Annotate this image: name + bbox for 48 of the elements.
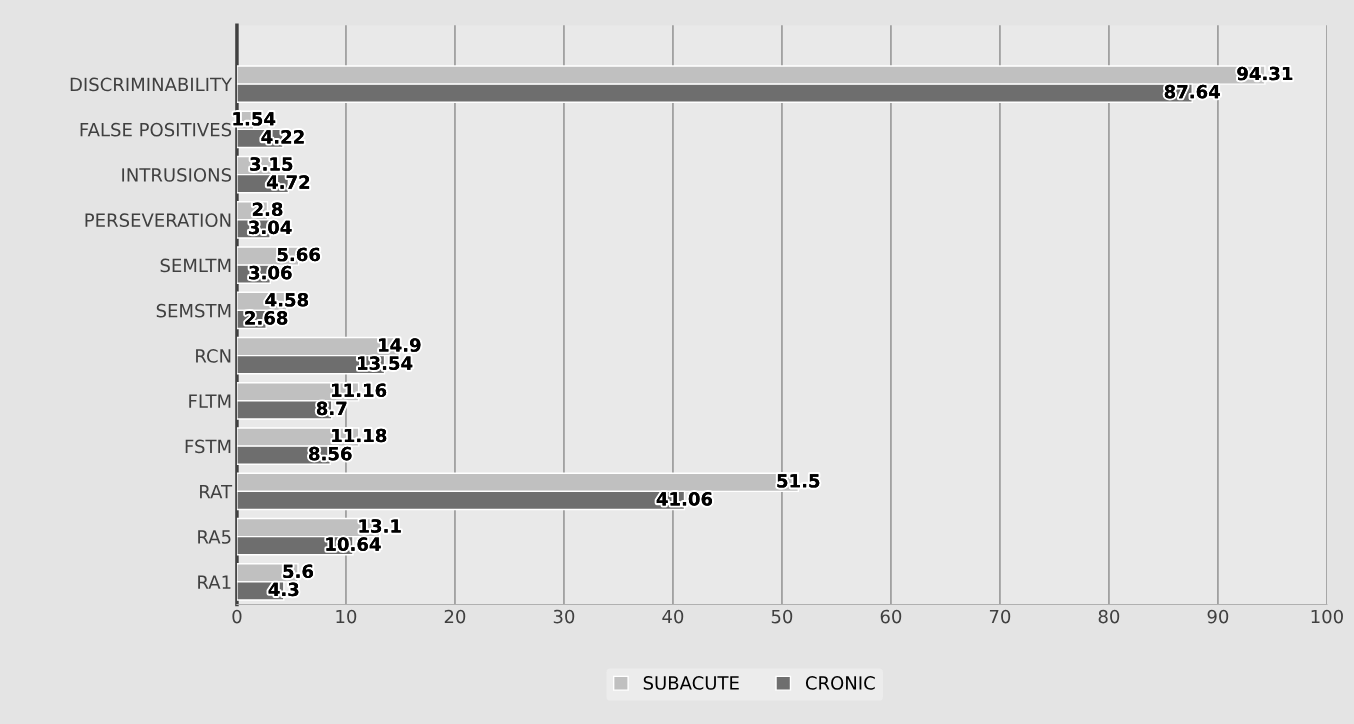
y-tick-label: RCN [196,349,231,363]
data-label: 10.64 [326,537,381,551]
data-label: 11.18 [332,428,387,443]
y-tick-label: SEMSTM [156,303,231,318]
data-label: 51.5 [777,474,820,488]
x-tick-label: 60 [880,609,902,624]
data-label: 8.56 [309,446,352,461]
y-tick-label: DISCRIMINABILITY [70,77,233,92]
data-label: 4.72 [266,175,310,189]
data-label: 4.22 [261,130,304,144]
data-label: 2.68 [245,311,288,325]
x-tick-label: 70 [989,609,1011,624]
x-tick-label: 50 [771,609,793,624]
data-label: 94.31 [1237,66,1293,81]
x-tick-label: 80 [1098,609,1120,624]
y-tick-label: FLTM [189,394,231,408]
y-tick-label: FSTM [185,439,231,454]
data-label: 5.6 [283,564,314,579]
x-tick-label: 0 [232,609,242,624]
legend-label: SUBACUTE [643,676,739,690]
data-label: 4.58 [265,292,309,307]
data-label: 41.06 [656,492,713,506]
legend-label: CRONIC [805,676,875,690]
data-label: 14.9 [379,338,421,352]
y-tick-label: PERSEVERATION [85,213,231,228]
x-tick-label: 20 [444,609,466,624]
data-label: 2.8 [252,202,283,217]
data-label: 87.64 [1164,84,1220,99]
x-tick-label: 10 [336,609,357,624]
y-tick-label: RA5 [198,530,231,544]
y-tick-label: RA1 [198,575,231,589]
y-tick-label: FALSE POSITIVES [80,122,232,137]
data-label: 13.54 [358,356,413,370]
data-label: 11.16 [332,383,387,398]
y-tick-label: SEMLTM [160,258,231,273]
data-label: 5.66 [277,247,320,262]
data-label: 4.3 [268,582,299,597]
x-tick-label: 40 [662,609,684,624]
data-label: 13.1 [359,519,401,533]
data-label: 8.7 [316,401,347,416]
data-label: 3.06 [249,265,292,280]
y-tick-label: INTRUSIONS [122,168,232,182]
x-tick-label: 30 [553,609,575,624]
x-tick-label: 90 [1207,609,1229,624]
data-label: 3.15 [250,157,293,171]
data-label: 3.04 [249,220,292,235]
y-tick-label: RAT [200,485,233,499]
x-tick-label: 100 [1311,609,1343,624]
